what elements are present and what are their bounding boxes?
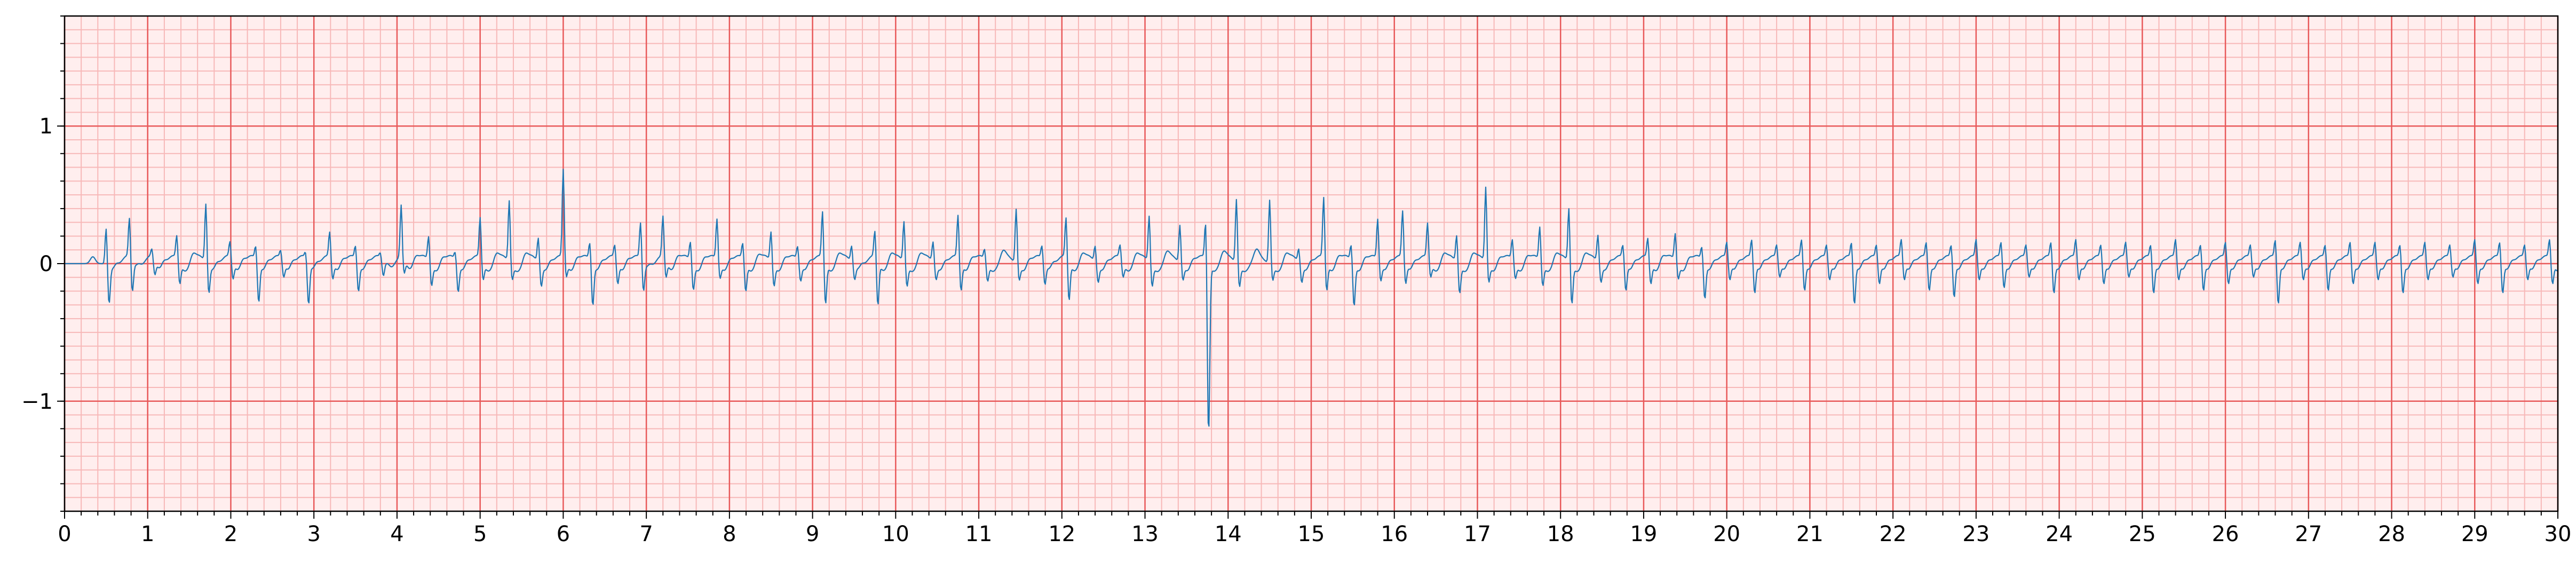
x-tick-label: 15 (1298, 522, 1325, 546)
x-tick-label: 18 (1547, 522, 1574, 546)
x-tick-label: 8 (723, 522, 736, 546)
x-tick-label: 27 (2295, 522, 2322, 546)
x-tick-label: 25 (2129, 522, 2156, 546)
x-tick-label: 16 (1381, 522, 1408, 546)
x-tick-label: 2 (224, 522, 237, 546)
x-tick-label: 10 (882, 522, 909, 546)
x-tick-label: 9 (806, 522, 819, 546)
x-tick-label: 13 (1131, 522, 1159, 546)
x-tick-label: 24 (2046, 522, 2073, 546)
x-tick-label: 1 (141, 522, 154, 546)
y-axis: −1 0 1 (21, 15, 65, 512)
x-tick-label: 30 (2545, 522, 2572, 546)
x-tick-label: 29 (2461, 522, 2488, 546)
x-tick-label: 0 (58, 522, 71, 546)
ecg-series-line (65, 169, 2558, 427)
y-tick-label: −1 (21, 390, 53, 414)
x-axis: 0 1 2 3 4 5 6 7 8 9 10 11 12 13 14 15 16 17 18 19 20 21 22 23 24… (58, 511, 2571, 546)
x-tick-label: 21 (1796, 522, 1824, 546)
y-tick-label: 0 (39, 252, 53, 276)
x-tick-label: 7 (639, 522, 653, 546)
major-grid (64, 16, 2559, 511)
x-tick-label: 5 (473, 522, 487, 546)
x-tick-label: 4 (390, 522, 403, 546)
x-tick-label: 14 (1215, 522, 1242, 546)
x-tick-label: 19 (1630, 522, 1657, 546)
x-tick-label: 20 (1713, 522, 1740, 546)
y-tick-label: 1 (39, 114, 53, 139)
x-tick-label: 3 (307, 522, 320, 546)
x-tick-label: 11 (965, 522, 993, 546)
ecg-trace (65, 169, 2558, 427)
x-tick-label: 23 (1962, 522, 1990, 546)
x-tick-label: 12 (1048, 522, 1075, 546)
x-tick-label: 26 (2212, 522, 2239, 546)
x-tick-label: 28 (2378, 522, 2405, 546)
x-tick-label: 6 (557, 522, 570, 546)
x-tick-label: 17 (1464, 522, 1491, 546)
x-tick-label: 22 (1880, 522, 1907, 546)
